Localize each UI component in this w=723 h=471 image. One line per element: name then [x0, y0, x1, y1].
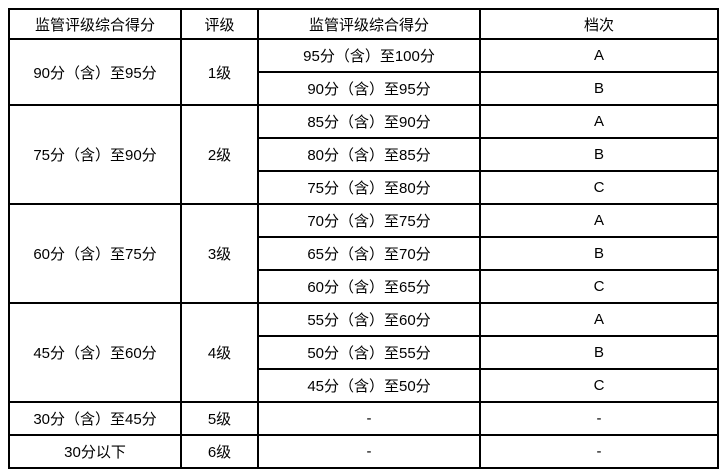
level-cell: 4级 [180, 302, 259, 403]
table-row: 60分（含）至75分 3级 70分（含）至75分 A [8, 203, 719, 304]
header-level-column: 评级 [180, 8, 259, 40]
grade-cell: C [479, 269, 719, 304]
level-cell: 6级 [180, 434, 259, 469]
score-cell: 60分（含）至75分 [8, 203, 182, 304]
table-row: 60分（含）至65分 C [9, 269, 719, 304]
table-row: 90分（含）至95分 B [9, 71, 719, 106]
grade-cell: - [479, 434, 719, 469]
table-row: 90分（含）至95分 1级 95分（含）至100分 A [8, 38, 719, 106]
grade-cell: B [479, 71, 719, 106]
range-cell: 65分（含）至70分 [257, 236, 481, 271]
table-row: 75分（含）至80分 C [9, 170, 719, 205]
table-row: 30分以下 6级 - - [8, 434, 719, 469]
grade-cell: A [479, 104, 719, 139]
grade-cell: B [479, 137, 719, 172]
table-row: 45分（含）至60分 4级 55分（含）至60分 A [8, 302, 719, 403]
score-cell: 75分（含）至90分 [8, 104, 182, 205]
score-cell: 30分（含）至45分 [8, 401, 182, 436]
table-row: 50分（含）至55分 B [9, 335, 719, 370]
score-cell: 90分（含）至95分 [8, 38, 182, 106]
table-row: 80分（含）至85分 B [9, 137, 719, 172]
range-cell: 45分（含）至50分 [257, 368, 481, 403]
score-cell: 30分以下 [8, 434, 182, 469]
table-header-row: 监管评级综合得分 评级 监管评级综合得分 档次 [8, 8, 719, 40]
grade-cell: - [479, 401, 719, 436]
level-cell: 1级 [180, 38, 259, 106]
table-row: 30分（含）至45分 5级 - - [8, 401, 719, 436]
range-cell: - [257, 434, 481, 469]
level-cell: 2级 [180, 104, 259, 205]
range-cell: 55分（含）至60分 [257, 302, 481, 337]
grade-cell: B [479, 335, 719, 370]
table-row: 75分（含）至90分 2级 85分（含）至90分 A [8, 104, 719, 205]
header-grade-column: 档次 [479, 8, 719, 40]
supervisory-rating-table: 监管评级综合得分 评级 监管评级综合得分 档次 90分（含）至95分 1级 95… [8, 8, 719, 469]
range-cell: 75分（含）至80分 [257, 170, 481, 205]
table-row: 65分（含）至70分 B [9, 236, 719, 271]
range-cell: 85分（含）至90分 [257, 104, 481, 139]
range-cell: 90分（含）至95分 [257, 71, 481, 106]
score-cell: 45分（含）至60分 [8, 302, 182, 403]
range-cell: 70分（含）至75分 [257, 203, 481, 238]
header-score-column: 监管评级综合得分 [8, 8, 182, 40]
level-cell: 5级 [180, 401, 259, 436]
grade-cell: C [479, 170, 719, 205]
range-cell: - [257, 401, 481, 436]
header-subscore-column: 监管评级综合得分 [257, 8, 481, 40]
grade-cell: A [479, 38, 719, 73]
range-cell: 95分（含）至100分 [257, 38, 481, 73]
grade-cell: A [479, 302, 719, 337]
table-row: 45分（含）至50分 C [9, 368, 719, 403]
range-cell: 80分（含）至85分 [257, 137, 481, 172]
range-cell: 50分（含）至55分 [257, 335, 481, 370]
grade-cell: C [479, 368, 719, 403]
range-cell: 60分（含）至65分 [257, 269, 481, 304]
level-cell: 3级 [180, 203, 259, 304]
grade-cell: B [479, 236, 719, 271]
grade-cell: A [479, 203, 719, 238]
